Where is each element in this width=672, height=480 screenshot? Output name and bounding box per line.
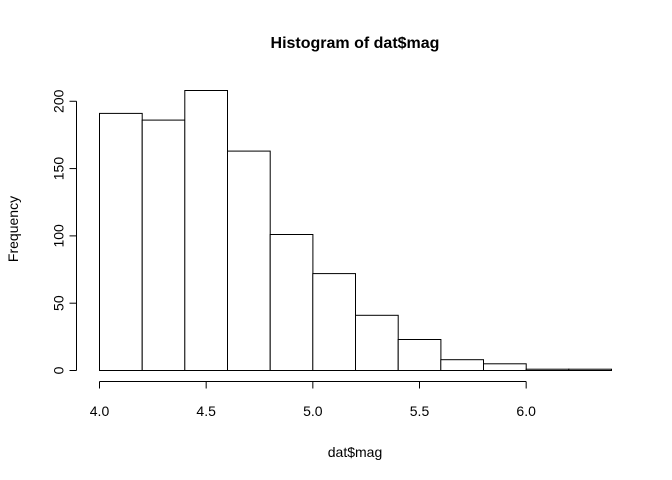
histogram-bar-7 — [397, 339, 442, 371]
y-tick-label-2: 100 — [51, 224, 67, 248]
y-tick-label-1: 50 — [51, 295, 67, 311]
y-tick-label-4: 200 — [51, 89, 67, 113]
x-tick-label-1: 4.5 — [196, 403, 216, 419]
histogram-bar-4 — [269, 234, 314, 371]
histogram-bar-2 — [184, 90, 229, 371]
histogram-bar-5 — [312, 273, 356, 372]
x-axis: 4.0 4.5 5.0 5.5 6.0 — [90, 381, 536, 419]
histogram-bar-6 — [355, 314, 399, 371]
y-tick-label-0: 0 — [51, 366, 67, 374]
y-tick-label-3: 150 — [51, 157, 67, 181]
histogram-bar-1 — [141, 119, 186, 371]
y-axis: 0 50 100 150 200 — [51, 89, 77, 374]
y-axis-label: Frequency — [5, 196, 21, 262]
bars-group — [99, 90, 612, 372]
x-tick-label-3: 5.5 — [410, 403, 430, 419]
histogram-bar-9 — [483, 363, 527, 371]
histogram-bar-8 — [440, 359, 484, 372]
histogram-bar-10 — [525, 368, 570, 372]
histogram-bar-3 — [227, 150, 271, 371]
x-tick-label-0: 4.0 — [90, 403, 110, 419]
histogram-bar-11 — [568, 368, 612, 372]
x-tick-label-2: 5.0 — [303, 403, 323, 419]
x-tick-label-4: 6.0 — [516, 403, 536, 419]
histogram-bar-0 — [99, 112, 143, 372]
x-axis-label: dat$mag — [328, 444, 382, 460]
chart-title: Histogram of dat$mag — [271, 35, 440, 52]
